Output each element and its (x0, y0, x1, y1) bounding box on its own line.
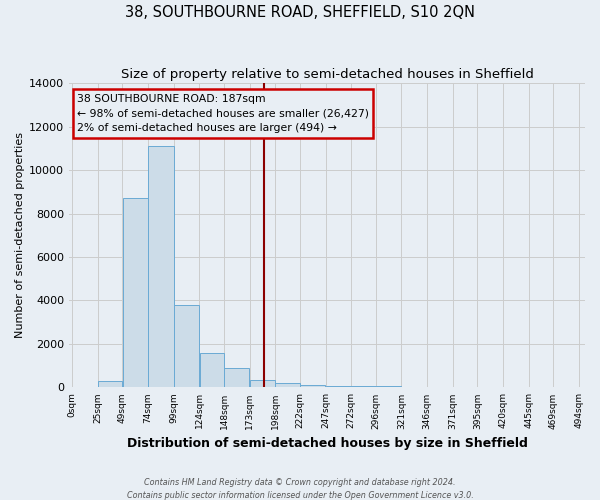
Bar (352, 386, 376, 388)
Bar (376, 386, 401, 388)
Title: Size of property relative to semi-detached houses in Sheffield: Size of property relative to semi-detach… (121, 68, 533, 80)
Text: Contains HM Land Registry data © Crown copyright and database right 2024.
Contai: Contains HM Land Registry data © Crown c… (127, 478, 473, 500)
Bar (122, 198, 148, 388)
Bar (326, 386, 351, 388)
Text: 38 SOUTHBOURNE ROAD: 187sqm
← 98% of semi-detached houses are smaller (26,427)
2: 38 SOUTHBOURNE ROAD: 187sqm ← 98% of sem… (77, 94, 369, 134)
Bar (200, 352, 224, 388)
X-axis label: Distribution of semi-detached houses by size in Sheffield: Distribution of semi-detached houses by … (127, 437, 527, 450)
Bar (174, 305, 199, 388)
Y-axis label: Number of semi-detached properties: Number of semi-detached properties (15, 132, 25, 338)
Bar (148, 146, 173, 388)
Bar (300, 386, 325, 388)
Text: 38, SOUTHBOURNE ROAD, SHEFFIELD, S10 2QN: 38, SOUTHBOURNE ROAD, SHEFFIELD, S10 2QN (125, 5, 475, 20)
Bar (275, 383, 300, 388)
Bar (98, 381, 122, 388)
Bar (224, 368, 250, 388)
Bar (250, 380, 275, 388)
